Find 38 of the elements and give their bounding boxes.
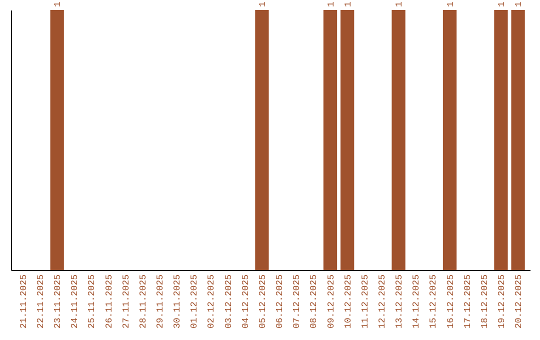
x-tick-label: 14.12.2025 xyxy=(412,274,422,329)
x-tick-label: 29.11.2025 xyxy=(156,274,166,329)
x-tick-label: 21.11.2025 xyxy=(18,274,29,329)
x-tick-label: 22.11.2025 xyxy=(36,274,46,329)
data-label: 1 xyxy=(343,2,354,7)
x-tick-label: 11.12.2025 xyxy=(360,274,370,329)
x-tick-label: 10.12.2025 xyxy=(343,274,354,329)
x-tick-label: 03.12.2025 xyxy=(224,274,234,329)
x-tick-label: 13.12.2025 xyxy=(394,274,405,329)
x-tick-label: 18.12.2025 xyxy=(480,274,490,329)
data-label: 1 xyxy=(394,2,405,7)
x-tick-label: 15.12.2025 xyxy=(428,274,439,329)
data-label: 1 xyxy=(446,2,456,7)
x-tick-label: 19.12.2025 xyxy=(496,274,507,329)
x-tick-label: 16.12.2025 xyxy=(446,274,456,329)
data-label: 1 xyxy=(53,2,64,7)
x-tick-label: 05.12.2025 xyxy=(258,274,268,329)
x-tick-label: 25.11.2025 xyxy=(87,274,98,329)
x-tick-label: 09.12.2025 xyxy=(326,274,336,329)
x-tick-label: 27.11.2025 xyxy=(121,274,132,329)
x-tick-label: 17.12.2025 xyxy=(462,274,473,329)
data-label: 1 xyxy=(326,2,336,7)
x-tick-label: 26.11.2025 xyxy=(104,274,114,329)
x-tick-label: 04.12.2025 xyxy=(240,274,251,329)
data-label: 1 xyxy=(514,2,524,7)
x-tick-label: 30.11.2025 xyxy=(172,274,183,329)
x-tick-label: 07.12.2025 xyxy=(292,274,302,329)
x-tick-label: 06.12.2025 xyxy=(275,274,286,329)
x-tick-label: 08.12.2025 xyxy=(309,274,320,329)
data-label: 1 xyxy=(496,2,507,7)
x-tick-label: 20.12.2025 xyxy=(514,274,524,329)
x-tick-label: 23.11.2025 xyxy=(53,274,64,329)
x-tick-label: 24.11.2025 xyxy=(70,274,80,329)
x-tick-label: 01.12.2025 xyxy=(190,274,200,329)
x-tick-label: 12.12.2025 xyxy=(377,274,388,329)
data-label: 1 xyxy=(258,2,268,7)
x-tick-label: 28.11.2025 xyxy=(138,274,148,329)
x-tick-label: 02.12.2025 xyxy=(206,274,217,329)
